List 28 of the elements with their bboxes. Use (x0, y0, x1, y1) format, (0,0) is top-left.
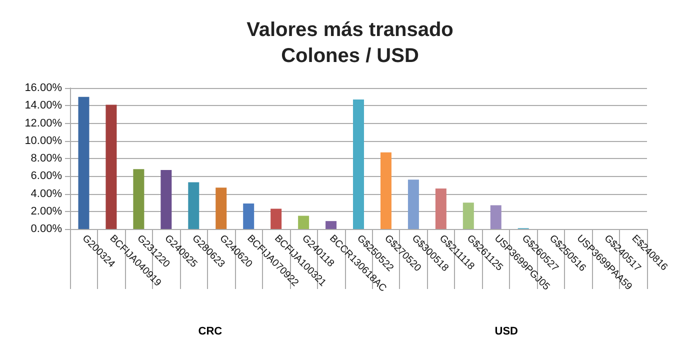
bar (160, 170, 172, 229)
y-tick-label: 2.00% (30, 205, 62, 218)
bar (188, 182, 200, 229)
bar (353, 99, 364, 229)
y-tick-label: 0.00% (30, 223, 62, 235)
bar (106, 104, 117, 229)
bar (78, 96, 90, 229)
y-tick-label: 4.00% (30, 188, 62, 200)
bar (380, 152, 392, 229)
bar (133, 169, 144, 229)
chart-title: Valores más transado Colones / USD (246, 19, 454, 67)
y-tick-label: 14.00% (24, 100, 62, 112)
bar (216, 188, 227, 229)
bar (298, 216, 310, 229)
y-tick-label: 16.00% (24, 82, 62, 94)
bar (435, 188, 446, 229)
bar (326, 221, 337, 229)
y-tick-label: 12.00% (24, 117, 62, 130)
bar (270, 208, 282, 229)
bar (408, 180, 419, 229)
y-tick-label: 6.00% (30, 170, 62, 182)
bar (462, 202, 474, 229)
y-tick-label: 8.00% (30, 152, 62, 164)
text: CRC (198, 326, 222, 338)
bar (243, 203, 254, 229)
text: USD (494, 326, 518, 338)
bar (490, 205, 502, 229)
y-tick-label: 10.00% (24, 134, 62, 147)
